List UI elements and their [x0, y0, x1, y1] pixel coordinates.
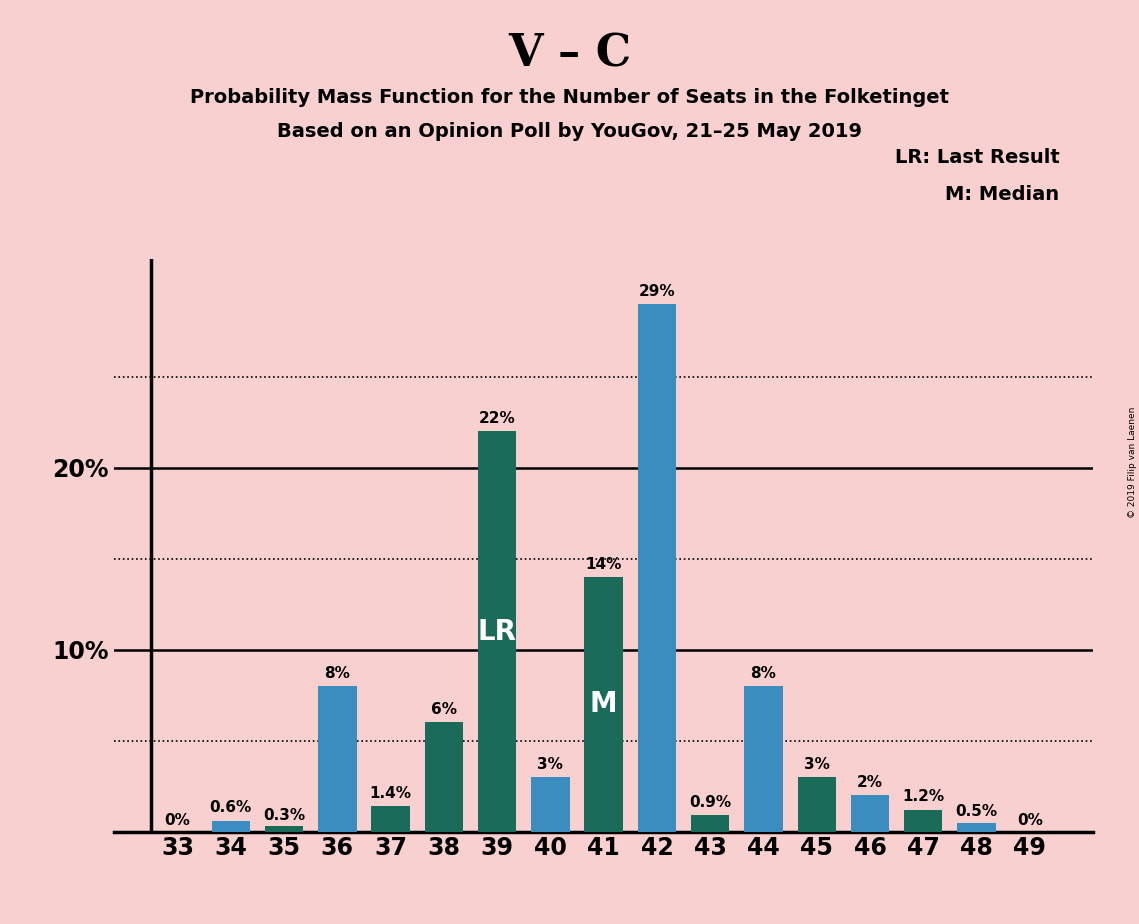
Bar — [797, 777, 836, 832]
Text: 0.3%: 0.3% — [263, 808, 305, 822]
Text: 1.4%: 1.4% — [370, 785, 411, 801]
Bar — [691, 815, 729, 832]
Text: 0.6%: 0.6% — [210, 800, 252, 815]
Text: 22%: 22% — [478, 411, 516, 426]
Bar — [371, 806, 410, 832]
Text: 0.9%: 0.9% — [689, 795, 731, 809]
Text: LR: LR — [477, 617, 517, 646]
Text: M: Median: M: Median — [945, 185, 1059, 204]
Bar — [478, 432, 516, 832]
Text: 2%: 2% — [857, 774, 883, 790]
Text: 8%: 8% — [325, 665, 351, 681]
Text: V – C: V – C — [508, 32, 631, 76]
Bar — [425, 723, 464, 832]
Bar — [531, 777, 570, 832]
Text: 1.2%: 1.2% — [902, 789, 944, 804]
Bar — [638, 304, 677, 832]
Text: M: M — [590, 690, 617, 718]
Text: Probability Mass Function for the Number of Seats in the Folketinget: Probability Mass Function for the Number… — [190, 88, 949, 107]
Bar — [318, 687, 357, 832]
Text: 3%: 3% — [538, 757, 564, 772]
Bar — [904, 809, 942, 832]
Bar — [212, 821, 251, 832]
Text: 6%: 6% — [431, 702, 457, 717]
Text: 8%: 8% — [751, 665, 777, 681]
Text: 3%: 3% — [804, 757, 829, 772]
Text: © 2019 Filip van Laenen: © 2019 Filip van Laenen — [1128, 407, 1137, 517]
Bar — [265, 826, 303, 832]
Bar — [851, 796, 890, 832]
Text: 29%: 29% — [639, 284, 675, 298]
Text: LR: Last Result: LR: Last Result — [894, 148, 1059, 167]
Text: 14%: 14% — [585, 556, 622, 572]
Bar — [584, 577, 623, 832]
Bar — [744, 687, 782, 832]
Bar — [957, 822, 995, 832]
Text: 0%: 0% — [1017, 813, 1042, 828]
Text: 0%: 0% — [165, 813, 190, 828]
Text: Based on an Opinion Poll by YouGov, 21–25 May 2019: Based on an Opinion Poll by YouGov, 21–2… — [277, 122, 862, 141]
Text: 0.5%: 0.5% — [956, 804, 998, 819]
